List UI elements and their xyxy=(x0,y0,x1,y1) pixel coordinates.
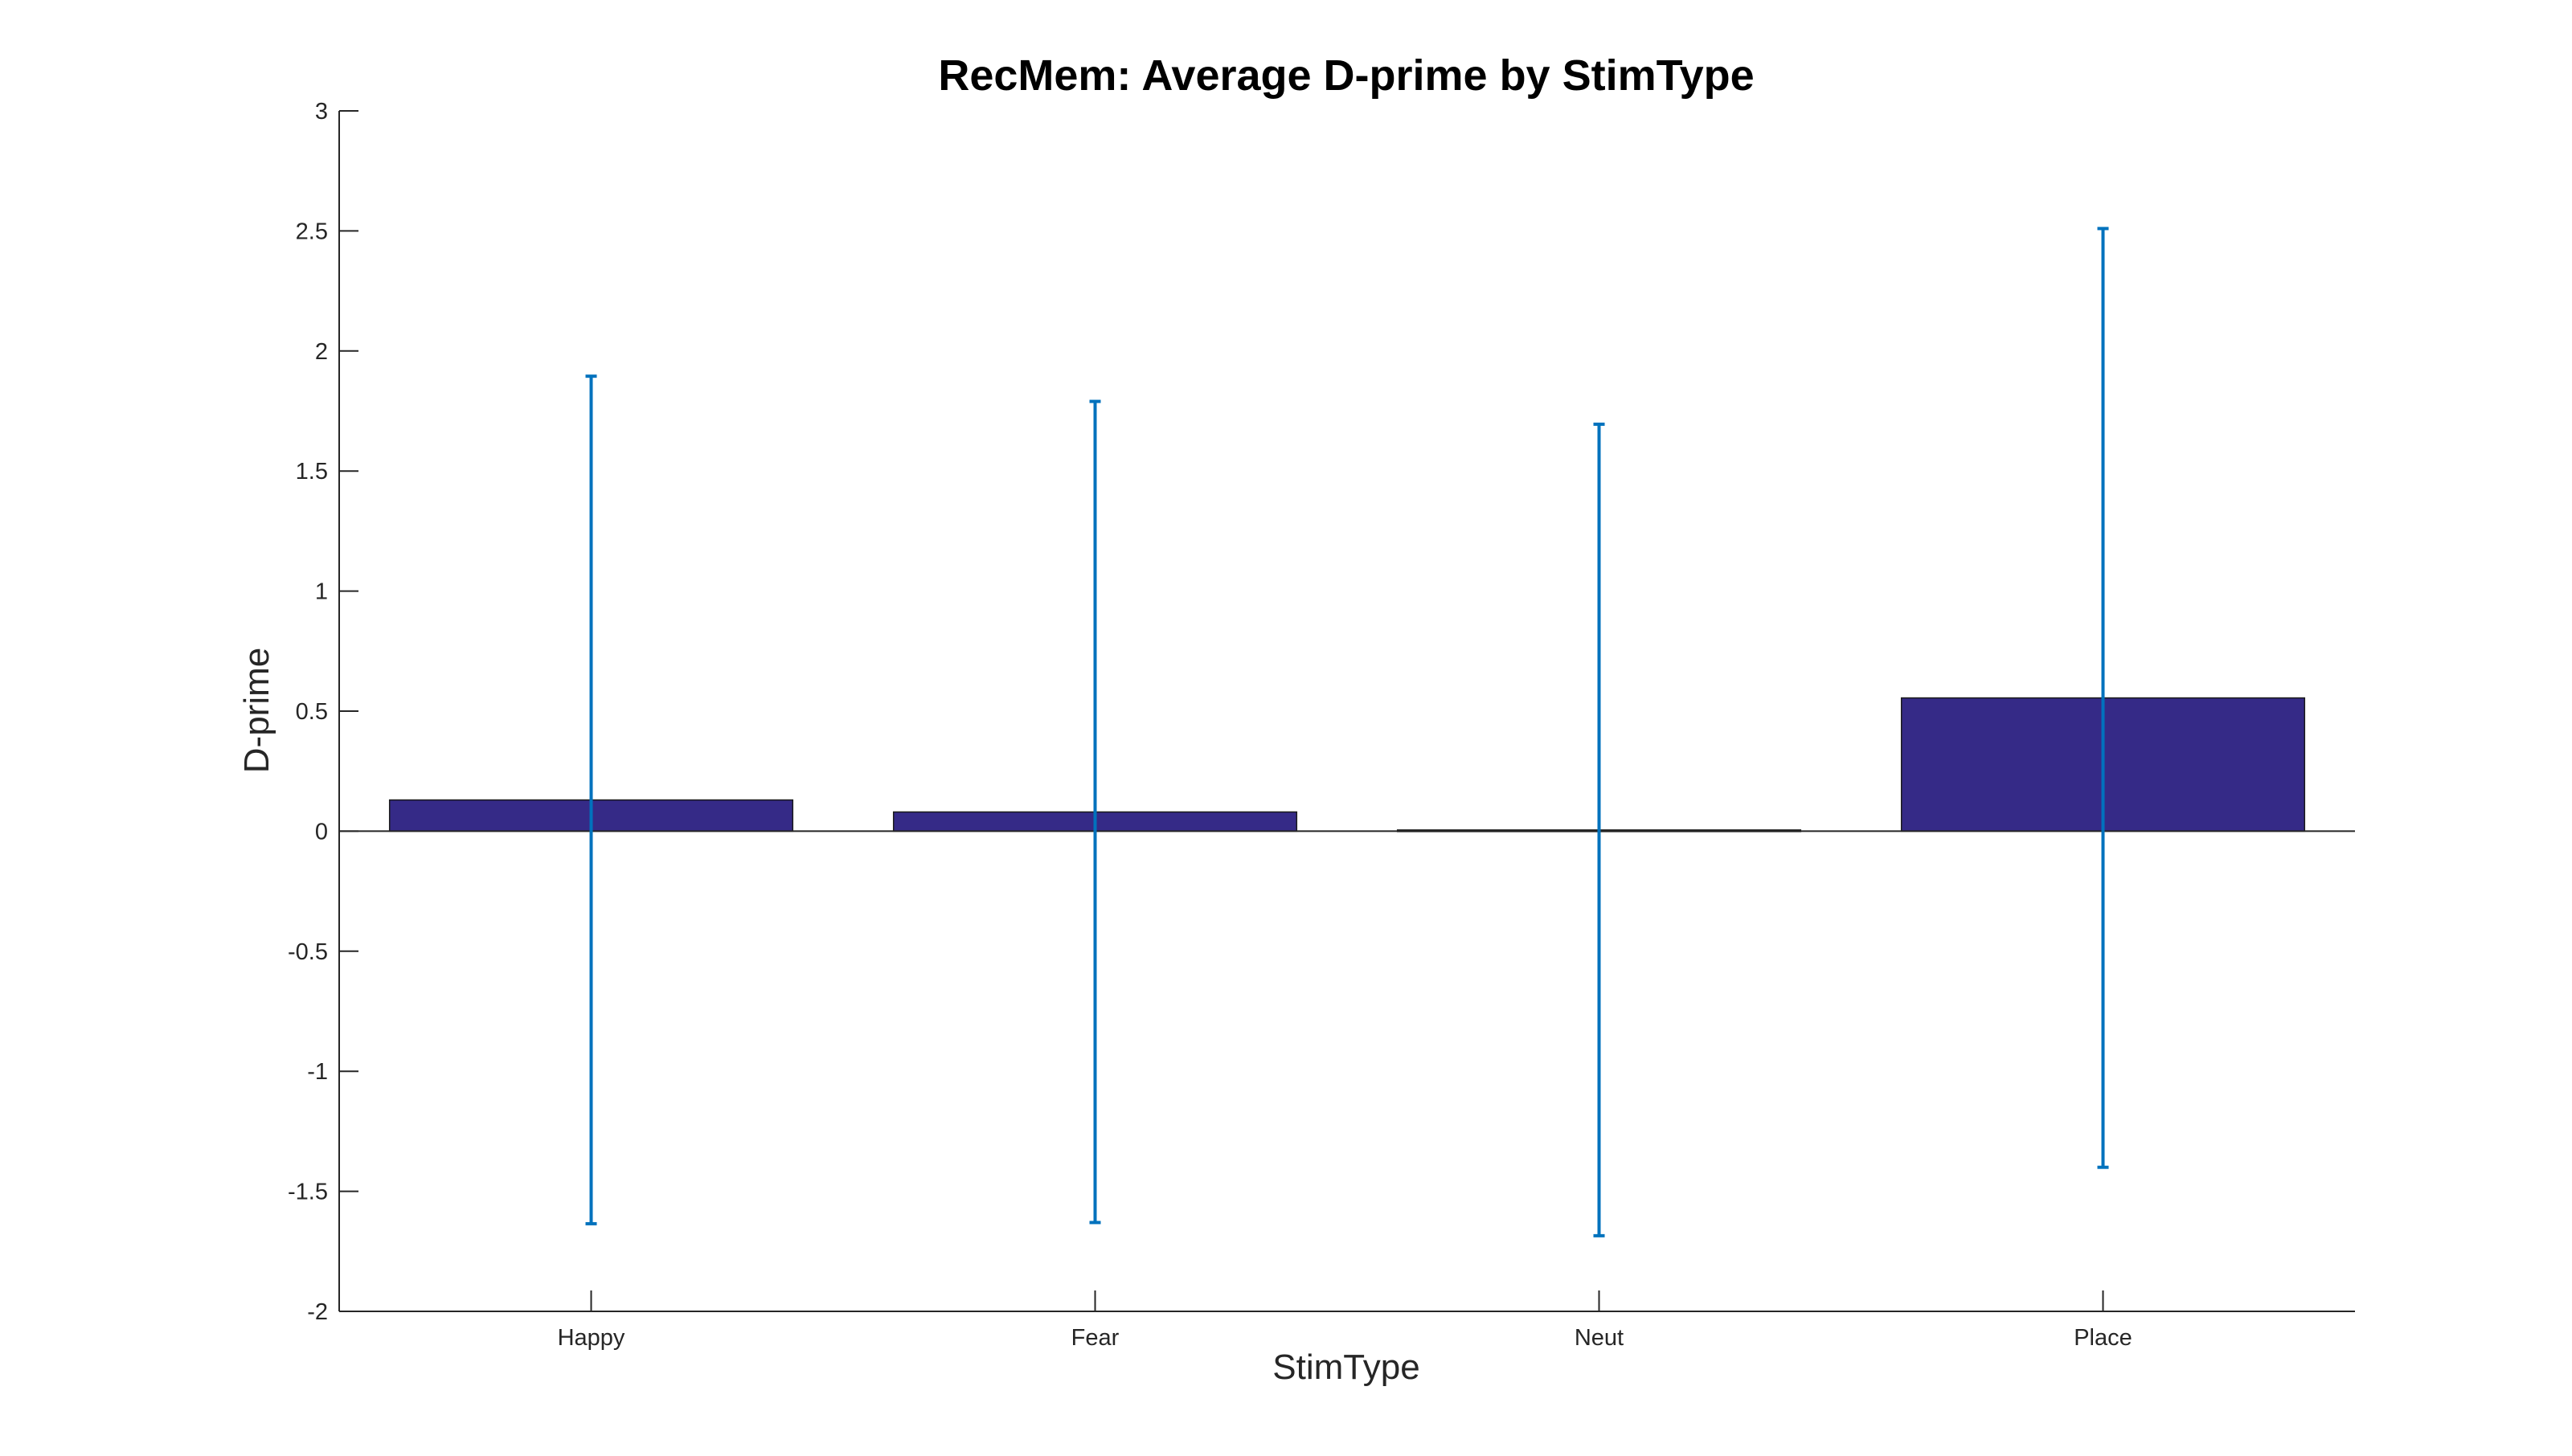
error-bars-layer xyxy=(585,227,2109,1237)
x-axis-label: StimType xyxy=(1272,1348,1419,1387)
y-tick-label: 2 xyxy=(315,339,328,365)
y-axis-label: D-prime xyxy=(237,648,276,773)
y-tick-label: 1 xyxy=(315,579,328,605)
y-tick-label: 1.5 xyxy=(296,459,328,485)
x-tick-label: Fear xyxy=(1071,1325,1120,1351)
x-tick-label: Happy xyxy=(558,1325,625,1351)
y-tick-label: -1.5 xyxy=(288,1180,328,1205)
y-tick-label: 3 xyxy=(315,99,328,125)
y-tick-label: 0.5 xyxy=(296,699,328,725)
y-tick-label: 0 xyxy=(315,819,328,845)
x-axis-ticks: Happy Fear Neut Place xyxy=(558,1290,2132,1351)
x-tick-label: Place xyxy=(2074,1325,2132,1351)
chart-title: RecMem: Average D-prime by StimType xyxy=(938,51,1754,100)
plot-area: -2 -1.5 -1 -0.5 0 0.5 1 1.5 2 2.5 3 Happy Fear Neut P… xyxy=(288,99,2355,1351)
y-axis-ticks: -2 -1.5 -1 -0.5 0 0.5 1 1.5 2 2.5 3 xyxy=(288,99,358,1325)
y-tick-label: -0.5 xyxy=(288,939,328,965)
y-tick-label: -1 xyxy=(307,1059,328,1085)
x-tick-label: Neut xyxy=(1575,1325,1624,1351)
y-tick-label: 2.5 xyxy=(296,219,328,244)
bars-layer xyxy=(388,697,2306,832)
y-tick-label: -2 xyxy=(307,1299,328,1325)
